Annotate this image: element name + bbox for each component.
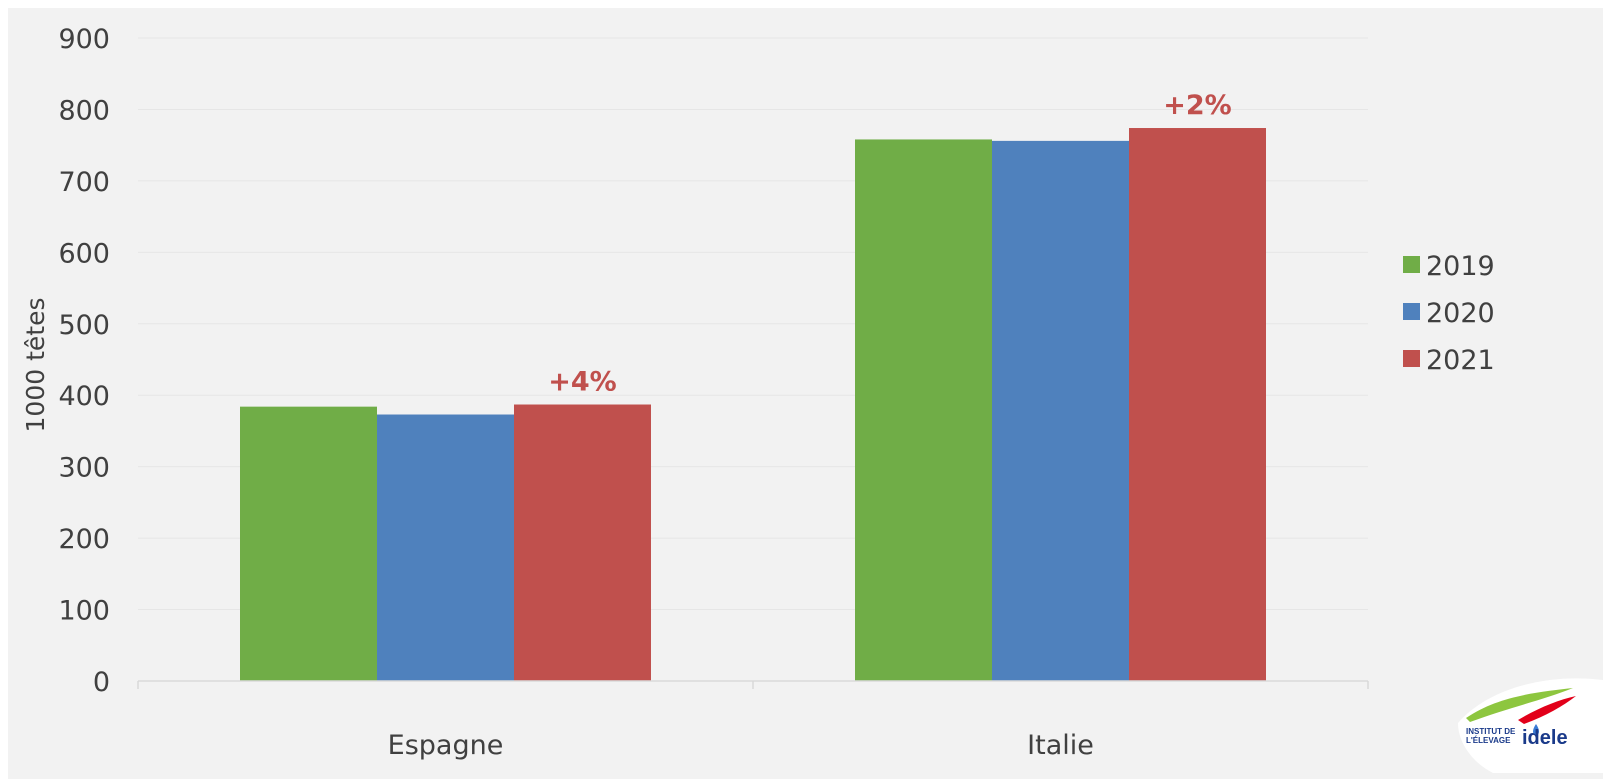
bar-chart: 0 100 200 300 400 500 600 700 800 900 Espagne Ital… [21, 24, 1603, 773]
y-tick-label: 700 [58, 167, 110, 198]
y-tick-labels: 0 100 200 300 400 500 600 700 800 900 [58, 24, 110, 698]
bar-espagne-2019 [240, 406, 377, 681]
chart-area: 0 100 200 300 400 500 600 700 800 900 Espagne Ital… [8, 8, 1603, 779]
logo-line2: L'ÉLEVAGE [1466, 736, 1511, 745]
bar-italie-2021 [1129, 128, 1266, 681]
bar-espagne-2021 [514, 404, 651, 681]
bars [240, 128, 1266, 681]
category-label: Italie [1027, 730, 1094, 761]
logo-red-swoosh [1518, 696, 1576, 724]
y-tick-label: 400 [58, 381, 110, 412]
y-tick-label: 500 [58, 310, 110, 341]
legend-label: 2019 [1426, 251, 1495, 282]
legend-label: 2020 [1426, 298, 1495, 329]
y-tick-label: 800 [58, 95, 110, 126]
bar-espagne-2020 [377, 414, 514, 681]
y-tick-label: 600 [58, 238, 110, 269]
legend-swatch [1403, 303, 1420, 320]
annotations: +4% +2% [548, 90, 1231, 397]
logo-badge-shape [1458, 678, 1603, 773]
y-tick-label: 0 [93, 667, 110, 698]
bar-italie-2019 [855, 139, 992, 681]
logo-drop-icon [1533, 724, 1539, 736]
y-tick-label: 200 [58, 524, 110, 555]
legend-swatch [1403, 350, 1420, 367]
axes [137, 680, 1369, 689]
y-tick-label: 300 [58, 453, 110, 484]
logo-green-swoosh [1466, 688, 1573, 722]
logo-line1: INSTITUT DE [1466, 727, 1516, 736]
change-annotation: +2% [1163, 90, 1231, 121]
legend-label: 2021 [1426, 345, 1495, 376]
change-annotation: +4% [548, 367, 616, 398]
bar-italie-2020 [992, 140, 1129, 681]
idele-logo: INSTITUT DE L'ÉLEVAGE idele [1458, 678, 1603, 773]
y-axis-title: 1000 têtes [21, 298, 50, 433]
category-label: Espagne [388, 730, 504, 761]
category-labels: Espagne Italie [388, 730, 1094, 761]
legend-swatch [1403, 256, 1420, 273]
logo-brand: idele [1522, 727, 1568, 749]
y-tick-label: 900 [58, 24, 110, 55]
legend: 2019 2020 2021 [1403, 251, 1495, 376]
y-tick-label: 100 [58, 596, 110, 627]
